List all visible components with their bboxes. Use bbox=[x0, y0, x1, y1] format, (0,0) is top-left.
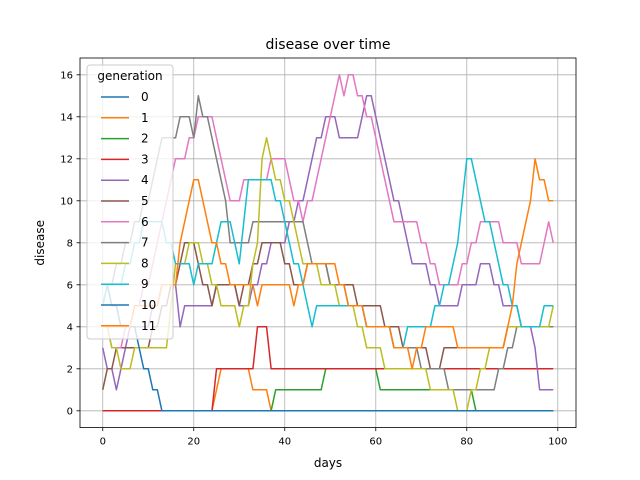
series-line-6 bbox=[102, 74, 554, 349]
legend: generation 0 1 2 3 4 5 6 7 8 9 10 11 bbox=[86, 64, 174, 340]
y-axis-label: disease bbox=[33, 220, 47, 266]
x-axis-label: days bbox=[314, 456, 342, 470]
y-tick-label: 2 bbox=[67, 364, 73, 375]
legend-label-10: 10 bbox=[141, 298, 156, 312]
legend-entries: 0 1 2 3 4 5 6 7 8 9 10 11 bbox=[101, 90, 156, 333]
y-tick-label: 12 bbox=[60, 154, 73, 165]
series-line-4 bbox=[102, 95, 554, 391]
legend-label-6: 6 bbox=[141, 215, 149, 229]
legend-label-8: 8 bbox=[141, 256, 149, 270]
y-tick-label: 10 bbox=[60, 196, 73, 207]
legend-label-9: 9 bbox=[141, 277, 149, 291]
x-tick-label: 40 bbox=[278, 437, 291, 448]
legend-title: generation bbox=[97, 69, 162, 83]
legend-label-3: 3 bbox=[141, 152, 149, 166]
x-tick-label: 60 bbox=[369, 437, 382, 448]
series-layer bbox=[102, 74, 554, 412]
legend-label-2: 2 bbox=[141, 132, 149, 146]
legend-label-5: 5 bbox=[141, 194, 149, 208]
y-tick-label: 6 bbox=[67, 280, 73, 291]
series-line-11 bbox=[102, 158, 554, 370]
y-tick-label: 8 bbox=[67, 238, 73, 249]
y-tick-label: 0 bbox=[67, 406, 73, 417]
legend-box bbox=[86, 64, 174, 340]
x-tick-label: 20 bbox=[187, 437, 200, 448]
y-tick-label: 16 bbox=[60, 70, 73, 81]
x-tick-label: 80 bbox=[460, 437, 473, 448]
x-tick-label: 0 bbox=[100, 437, 106, 448]
legend-label-4: 4 bbox=[141, 173, 149, 187]
legend-label-0: 0 bbox=[141, 90, 149, 104]
chart-title: disease over time bbox=[266, 37, 391, 53]
legend-label-11: 11 bbox=[141, 319, 156, 333]
series-line-10 bbox=[102, 284, 554, 412]
legend-label-7: 7 bbox=[141, 236, 149, 250]
series-line-7 bbox=[102, 95, 554, 391]
y-tick-label: 4 bbox=[67, 322, 73, 333]
y-tick-label: 14 bbox=[60, 112, 73, 123]
x-tick-label: 100 bbox=[548, 437, 567, 448]
legend-label-1: 1 bbox=[141, 111, 149, 125]
